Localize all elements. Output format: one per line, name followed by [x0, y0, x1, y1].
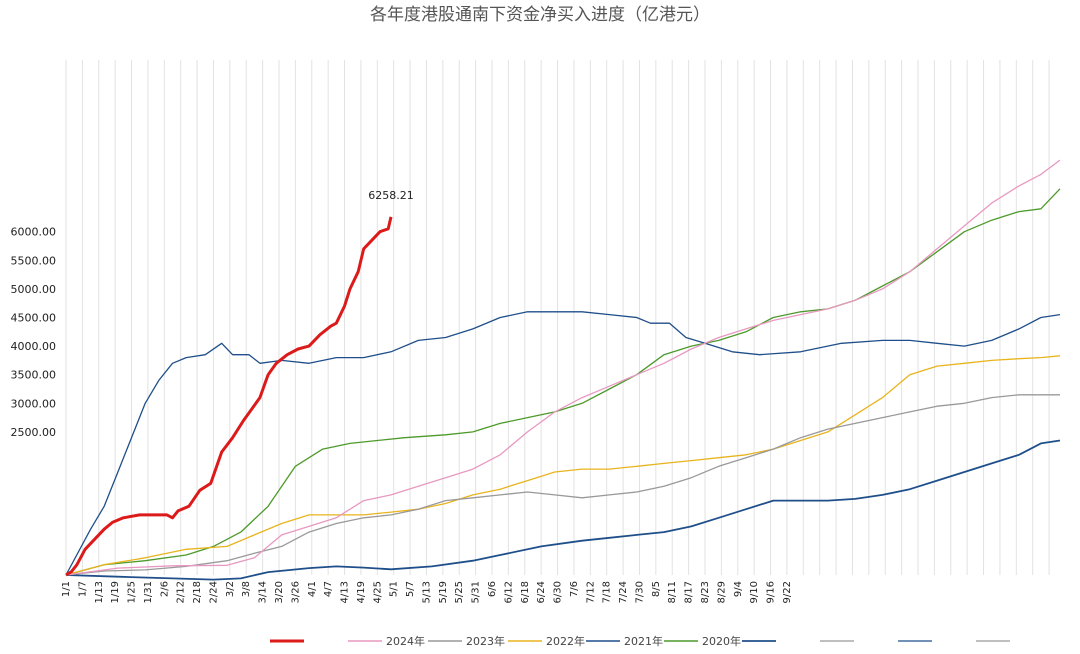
series-lines — [65, 159, 1061, 581]
x-tick-label: 4/1 — [307, 581, 318, 597]
x-tick-label: 2/6 — [159, 581, 170, 597]
x-tick-label: 8/11 — [667, 581, 678, 603]
x-tick-label: 2/24 — [208, 581, 219, 603]
annotation-label: 6258.21 — [368, 189, 414, 202]
x-tick-label: 5/13 — [421, 581, 432, 603]
x-tick-label: 5/7 — [405, 581, 416, 597]
legend-label-4: 2021年 — [624, 634, 663, 648]
y-axis: 2500.00 3000.00 3500.00 4000.00 4500.00 5000.… — [11, 226, 57, 439]
x-tick-label: 8/5 — [651, 581, 662, 597]
series-line-3 — [65, 355, 1061, 576]
x-tick-label: 7/6 — [569, 581, 580, 597]
legend-label-3: 2022年 — [546, 634, 585, 648]
x-tick-label: 6/12 — [503, 581, 514, 603]
x-tick-label: 9/16 — [766, 581, 777, 603]
x-tick-label: 9/10 — [749, 581, 760, 603]
legend-label-5: 2020年 — [702, 634, 741, 648]
legend-label-1: 2024年 — [386, 634, 425, 648]
x-tick-label: 2/18 — [192, 581, 203, 603]
series-line-0 — [65, 216, 393, 577]
x-tick-label: 4/7 — [323, 581, 334, 597]
y-tick-label: 2500.00 — [11, 426, 57, 439]
x-tick-label: 8/17 — [684, 581, 695, 603]
x-tick-label: 1/25 — [127, 581, 138, 603]
x-tick-label: 8/29 — [716, 581, 727, 603]
x-tick-label: 5/31 — [471, 581, 482, 603]
series-line-2 — [65, 394, 1060, 576]
y-tick-label: 4000.00 — [11, 340, 57, 353]
y-tick-label: 5500.00 — [11, 254, 57, 267]
x-tick-label: 4/25 — [372, 581, 383, 603]
x-tick-label: 3/20 — [274, 581, 285, 603]
legend-label-2: 2023年 — [466, 634, 505, 648]
x-tick-label: 5/25 — [454, 581, 465, 603]
legend: 2024年 2023年 2022年 2021年 2020年 — [270, 634, 1010, 648]
x-tick-label: 1/1 — [61, 581, 72, 597]
x-tick-label: 3/2 — [225, 581, 236, 597]
grid — [65, 60, 1050, 575]
y-tick-label: 3500.00 — [11, 369, 57, 382]
x-tick-label: 1/13 — [94, 581, 105, 603]
x-tick-label: 8/23 — [700, 581, 711, 603]
x-tick-label: 3/14 — [258, 581, 269, 603]
y-tick-label: 3000.00 — [11, 397, 57, 410]
x-tick-label: 9/4 — [733, 581, 744, 597]
series-line-5 — [65, 188, 1061, 576]
x-tick-label: 6/30 — [553, 581, 564, 603]
x-tick-label: 1/31 — [143, 581, 154, 603]
x-tick-label: 2/12 — [176, 581, 187, 603]
x-tick-label: 1/19 — [110, 581, 121, 603]
x-tick-label: 1/7 — [77, 581, 88, 597]
x-tick-label: 6/18 — [520, 581, 531, 603]
series-line-1 — [65, 159, 1061, 576]
x-tick-label: 6/6 — [487, 581, 498, 597]
x-tick-label: 6/24 — [536, 581, 547, 603]
y-tick-label: 6000.00 — [11, 226, 57, 239]
series-line-6 — [65, 439, 1061, 581]
y-tick-label: 5000.00 — [11, 283, 57, 296]
x-tick-label: 7/18 — [602, 581, 613, 603]
x-tick-label: 7/30 — [634, 581, 645, 603]
x-tick-label: 9/22 — [782, 581, 793, 603]
x-tick-label: 7/12 — [585, 581, 596, 603]
x-tick-label: 5/1 — [389, 581, 400, 597]
annotations: 6258.21 — [368, 189, 414, 202]
x-tick-label: 7/24 — [618, 581, 629, 603]
x-tick-label: 4/19 — [356, 581, 367, 603]
x-axis: 1/1 1/7 1/13 1/19 1/25 1/31 2/6 2/12 2/18 2/24 3/2… — [61, 581, 793, 603]
x-tick-label: 3/26 — [290, 581, 301, 603]
x-tick-label: 4/13 — [340, 581, 351, 603]
x-tick-label: 5/19 — [438, 581, 449, 603]
chart-title: 各年度港股通南下资金净买入进度（亿港元） — [370, 5, 710, 25]
x-tick-label: 3/8 — [241, 581, 252, 597]
series-line-4 — [65, 311, 1061, 576]
y-tick-label: 4500.00 — [11, 312, 57, 325]
